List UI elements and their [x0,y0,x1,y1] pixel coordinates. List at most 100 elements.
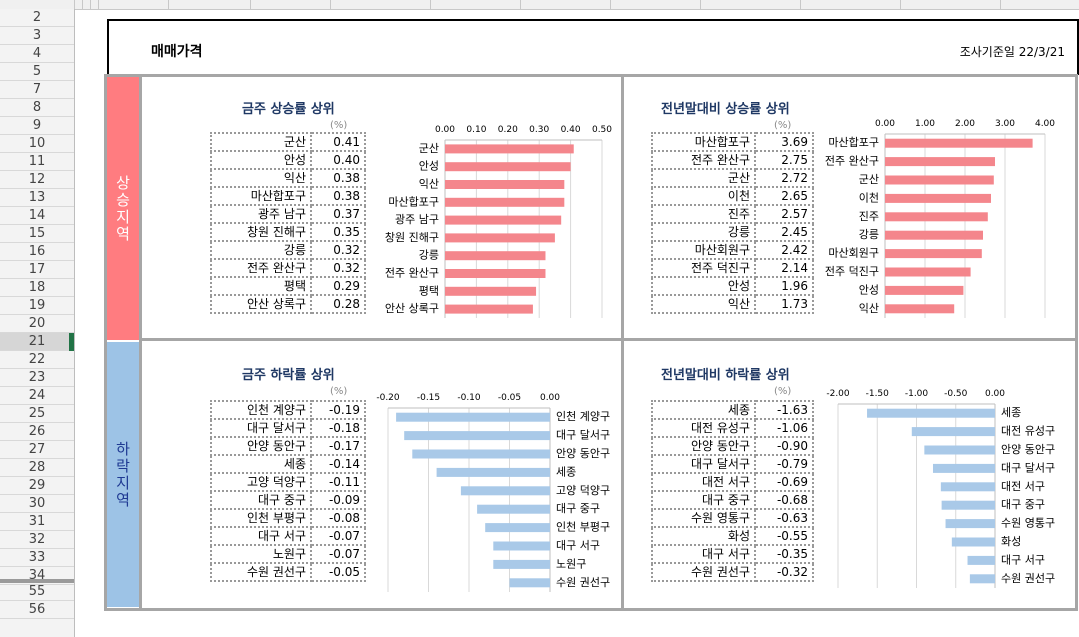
region-cell[interactable]: 수원 권선구 [651,562,756,582]
rate-cell[interactable]: 1.96 [754,276,814,296]
region-cell[interactable]: 수원 권선구 [210,562,312,582]
region-cell[interactable]: 안성 [651,276,756,296]
rate-cell[interactable]: -1.63 [754,400,814,420]
region-cell[interactable]: 대전 유성구 [651,418,756,438]
rate-cell[interactable]: 1.73 [754,294,814,314]
region-cell[interactable]: 수원 영통구 [651,508,756,528]
row-number[interactable]: 4 [0,45,74,63]
region-cell[interactable]: 창원 진해구 [210,222,312,242]
rate-cell[interactable]: 0.28 [310,294,366,314]
row-number[interactable]: 32 [0,531,74,549]
row-number[interactable]: 11 [0,153,74,171]
row-number[interactable]: 3 [0,27,74,45]
rate-cell[interactable]: -0.68 [754,490,814,510]
row-number[interactable]: 27 [0,441,74,459]
rate-cell[interactable]: 0.35 [310,222,366,242]
rate-cell[interactable]: 2.75 [754,150,814,170]
rate-cell[interactable]: 0.38 [310,168,366,188]
rate-cell[interactable]: -0.79 [754,454,814,474]
region-cell[interactable]: 세종 [210,454,312,474]
row-number[interactable]: 7 [0,81,74,99]
row-number[interactable]: 10 [0,135,74,153]
region-cell[interactable]: 인천 계양구 [210,400,312,420]
region-cell[interactable]: 안성 [210,150,312,170]
row-number[interactable]: 2 [0,9,74,27]
row-number[interactable]: 12 [0,171,74,189]
region-cell[interactable]: 마산합포구 [210,186,312,206]
rate-cell[interactable]: -0.09 [310,490,366,510]
region-cell[interactable]: 고양 덕양구 [210,472,312,492]
rate-cell[interactable]: -0.11 [310,472,366,492]
region-cell[interactable]: 마산회원구 [651,240,756,260]
region-cell[interactable]: 노원구 [210,544,312,564]
row-number[interactable]: 18 [0,279,74,297]
rate-cell[interactable]: -0.32 [754,562,814,582]
region-cell[interactable]: 대구 중구 [210,490,312,510]
rate-cell[interactable]: 0.38 [310,186,366,206]
rate-cell[interactable]: 2.65 [754,186,814,206]
region-cell[interactable]: 대구 서구 [210,526,312,546]
row-number[interactable]: 5 [0,63,74,81]
rate-cell[interactable]: 2.57 [754,204,814,224]
rate-cell[interactable]: -0.07 [310,544,366,564]
row-number[interactable]: 23 [0,369,74,387]
rate-cell[interactable]: -0.19 [310,400,366,420]
rate-cell[interactable]: -0.69 [754,472,814,492]
region-cell[interactable]: 대구 서구 [651,544,756,564]
region-cell[interactable]: 군산 [210,132,312,152]
region-cell[interactable]: 안산 상록구 [210,294,312,314]
row-number[interactable]: 29 [0,477,74,495]
row-number[interactable]: 28 [0,459,74,477]
rate-cell[interactable]: 2.14 [754,258,814,278]
rate-cell[interactable]: -0.63 [754,508,814,528]
row-number[interactable]: 8 [0,99,74,117]
region-cell[interactable]: 평택 [210,276,312,296]
region-cell[interactable]: 전주 완산구 [651,150,756,170]
row-number[interactable]: 15 [0,225,74,243]
rate-cell[interactable]: -0.14 [310,454,366,474]
region-cell[interactable]: 대전 서구 [651,472,756,492]
region-cell[interactable]: 안양 동안구 [210,436,312,456]
row-header[interactable]: 2 3 4 5 7 8 9 10 11 12 13 14 15 16 17 18 19 20 21 22 23 24 25 2… [0,9,75,637]
region-cell[interactable]: 익산 [210,168,312,188]
region-cell[interactable]: 대구 달서구 [210,418,312,438]
row-number[interactable]: 19 [0,297,74,315]
region-cell[interactable]: 강릉 [651,222,756,242]
row-number[interactable]: 56 [0,601,74,619]
rate-cell[interactable]: -0.55 [754,526,814,546]
row-number[interactable]: 17 [0,261,74,279]
region-cell[interactable]: 마산합포구 [651,132,756,152]
rate-cell[interactable]: -0.08 [310,508,366,528]
rate-cell[interactable]: 2.42 [754,240,814,260]
region-cell[interactable]: 화성 [651,526,756,546]
rate-cell[interactable]: -0.90 [754,436,814,456]
row-number[interactable]: 13 [0,189,74,207]
region-cell[interactable]: 전주 완산구 [210,258,312,278]
row-number[interactable]: 26 [0,423,74,441]
region-cell[interactable]: 이천 [651,186,756,206]
row-number[interactable]: 25 [0,405,74,423]
region-cell[interactable]: 인천 부평구 [210,508,312,528]
region-cell[interactable]: 익산 [651,294,756,314]
rate-cell[interactable]: -0.07 [310,526,366,546]
row-number[interactable]: 31 [0,513,74,531]
rate-cell[interactable]: -0.05 [310,562,366,582]
region-cell[interactable]: 진주 [651,204,756,224]
rate-cell[interactable]: 2.72 [754,168,814,188]
region-cell[interactable]: 대구 중구 [651,490,756,510]
rate-cell[interactable]: 2.45 [754,222,814,242]
region-cell[interactable]: 광주 남구 [210,204,312,224]
row-number[interactable]: 55 [0,583,74,601]
row-number[interactable]: 33 [0,549,74,567]
rate-cell[interactable]: -0.18 [310,418,366,438]
region-cell[interactable]: 군산 [651,168,756,188]
rate-cell[interactable]: 0.32 [310,258,366,278]
row-number[interactable]: 14 [0,207,74,225]
row-number[interactable]: 21 [0,333,74,351]
row-number[interactable]: 20 [0,315,74,333]
rate-cell[interactable]: 3.69 [754,132,814,152]
region-cell[interactable]: 전주 덕진구 [651,258,756,278]
row-number[interactable]: 9 [0,117,74,135]
region-cell[interactable]: 강릉 [210,240,312,260]
row-number[interactable]: 22 [0,351,74,369]
